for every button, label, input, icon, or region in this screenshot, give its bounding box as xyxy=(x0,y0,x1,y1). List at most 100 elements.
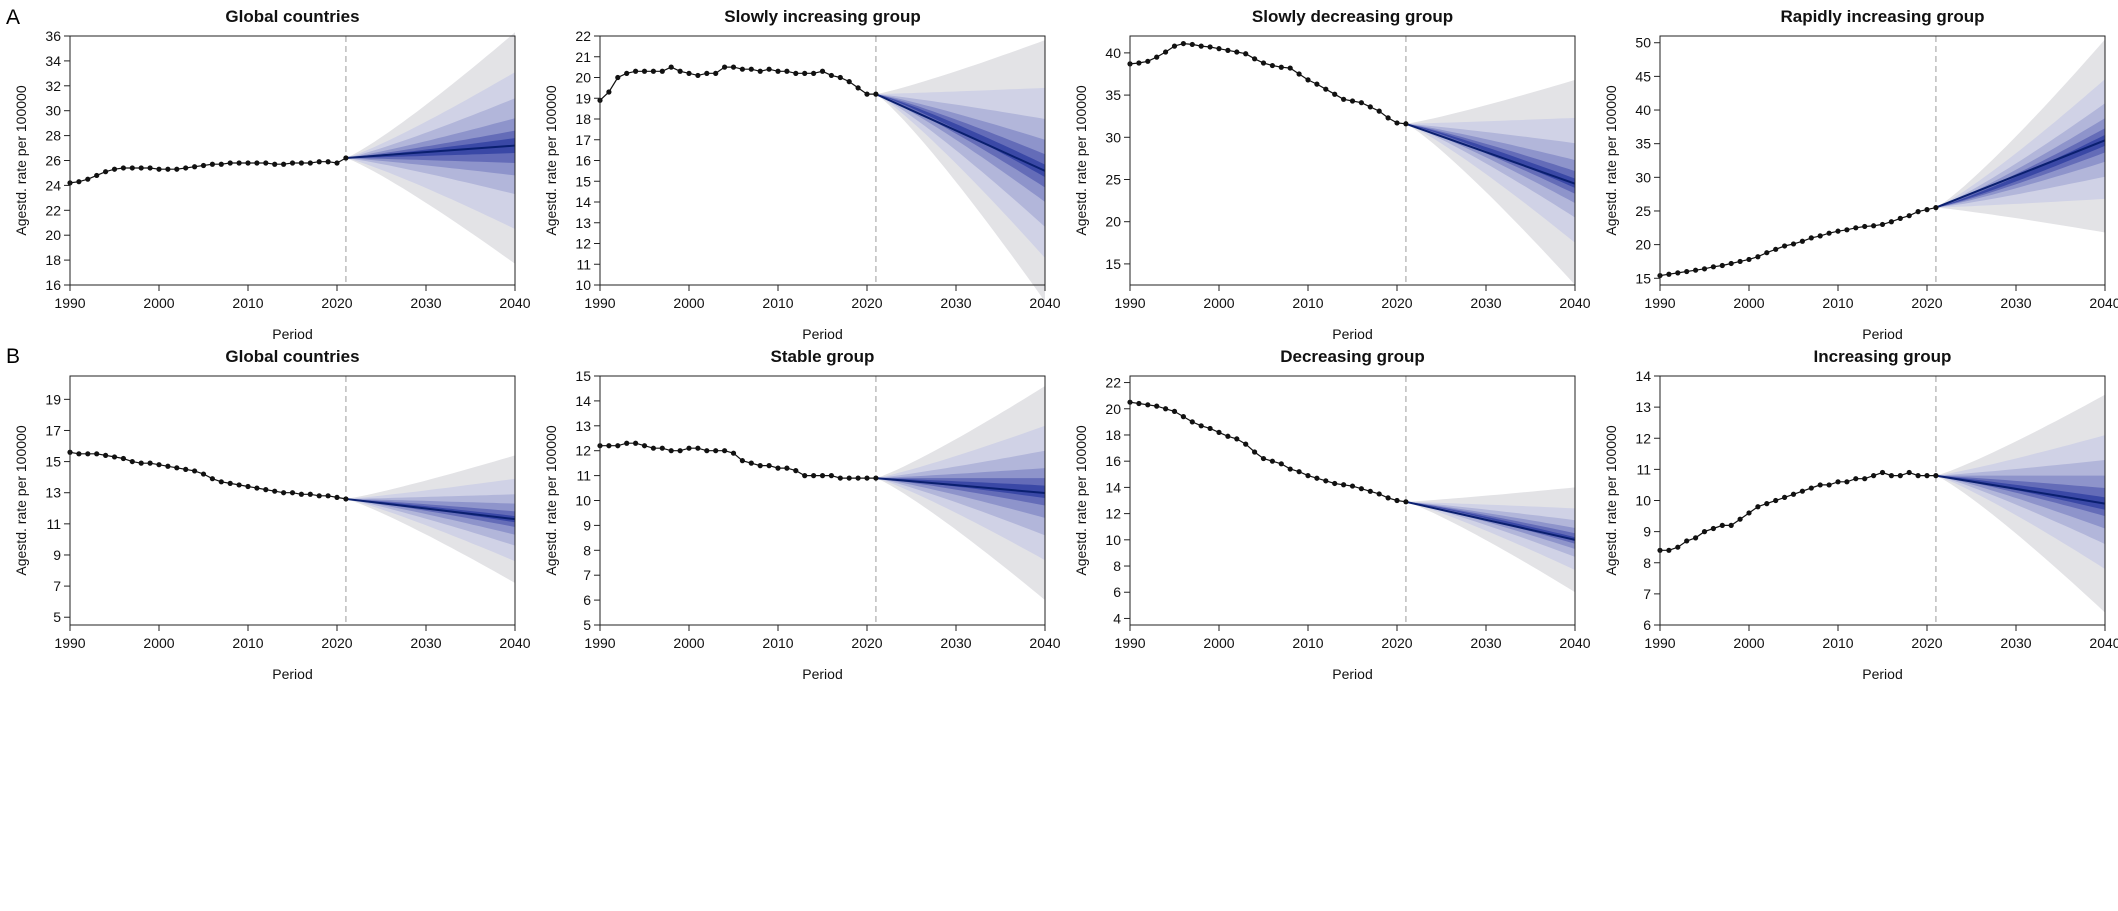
chart-b3-fan-band-4 xyxy=(1405,501,1575,549)
chart-a2-point xyxy=(819,68,826,74)
chart-a4-ytick-label: 40 xyxy=(1635,102,1651,118)
chart-b3-point xyxy=(1367,488,1373,494)
chart-a4-point xyxy=(1853,225,1859,231)
chart-b2-point xyxy=(766,463,772,469)
chart-a3: Slowly decreasing group 15 20 25 30 35 40 1990 2… xyxy=(1073,7,1590,340)
chart-b2-median-line xyxy=(875,477,1046,495)
chart-a1-observed-line xyxy=(69,157,347,184)
chart-b2-title: Stable group xyxy=(771,347,875,366)
chart-a4-point xyxy=(1693,267,1699,273)
chart-b1-xtick-label: 2010 xyxy=(232,635,263,651)
chart-a3-point xyxy=(1394,120,1400,126)
chart-b4-xtick-label: 2030 xyxy=(2000,635,2031,651)
chart-b4-fan-band-5 xyxy=(1935,475,2105,517)
chart-b3-xtick-label: 2020 xyxy=(1381,635,1412,651)
chart-b2-point xyxy=(704,448,710,454)
chart-a3-ytick-label: 20 xyxy=(1105,214,1121,230)
chart-a4: Rapidly increasing group 15 20 25 30 35 40 45 50… xyxy=(1603,7,2118,340)
chart-b1-xlabel: Period xyxy=(272,666,312,680)
chart-b2-ytick-label: 12 xyxy=(575,443,591,459)
chart-a1-point xyxy=(334,160,340,166)
chart-b1-xtick-label: 1990 xyxy=(54,635,85,651)
chart-b2-point xyxy=(802,473,808,479)
chart-a4-point xyxy=(1790,241,1797,247)
chart-a3-point xyxy=(1225,47,1231,53)
chart-b2-point xyxy=(828,473,834,479)
chart-b3-ytick-label: 18 xyxy=(1105,427,1121,443)
chart-b1-point xyxy=(298,491,304,497)
chart-b4-point xyxy=(1817,482,1823,488)
chart-b1-point xyxy=(334,494,340,500)
chart-b3-frame xyxy=(1129,375,1576,626)
chart-a1-point xyxy=(200,162,207,169)
chart-b2-point xyxy=(633,440,639,446)
chart-a2-fan xyxy=(875,40,1045,302)
chart-a1-point xyxy=(76,179,82,185)
chart-b3-point xyxy=(1136,400,1142,407)
chart-a1-xtick-label: 2030 xyxy=(410,295,441,311)
chart-b1-point xyxy=(227,480,233,486)
chart-a1-point xyxy=(307,160,313,166)
chart-a3-point xyxy=(1198,43,1204,49)
chart-a2-point xyxy=(677,68,683,74)
chart-b3-ytick-label: 6 xyxy=(1113,584,1121,600)
chart-b3-point xyxy=(1287,466,1293,472)
chart-b4-point xyxy=(1915,473,1921,479)
chart-b2-ytick-label: 5 xyxy=(583,617,591,633)
chart-a1-ytick-label: 34 xyxy=(45,53,61,69)
chart-b1-observed-line xyxy=(69,451,346,500)
chart-b4-point xyxy=(1737,516,1743,522)
chart-a4-frame xyxy=(1659,35,2106,286)
chart-a4-xtick-label: 1990 xyxy=(1644,295,1675,311)
chart-a1-point xyxy=(138,165,144,171)
chart-a1-point xyxy=(227,160,233,166)
chart-b4-point xyxy=(1675,544,1681,550)
chart-b3-title: Decreasing group xyxy=(1280,347,1425,366)
chart-a4-point xyxy=(1826,230,1832,236)
chart-a2-point xyxy=(739,66,745,72)
chart-a1-xtick-label: 2040 xyxy=(499,295,530,311)
chart-b3-ylabel: Agestd. rate per 100000 xyxy=(1073,425,1089,575)
chart-b4-point xyxy=(1790,491,1797,497)
chart-a4-title: Rapidly increasing group xyxy=(1780,7,1984,26)
chart-b3-point xyxy=(1349,483,1356,489)
chart-a1-point xyxy=(156,166,162,172)
chart-a3-point xyxy=(1145,58,1151,64)
chart-b3-point xyxy=(1296,469,1302,475)
chart-b1-point xyxy=(138,460,144,466)
chart-b4-point xyxy=(1879,469,1886,476)
chart-a3-point xyxy=(1154,54,1160,60)
chart-b4-point xyxy=(1826,482,1832,488)
chart-b3-ytick-label: 12 xyxy=(1105,506,1121,522)
chart-b1-point xyxy=(183,466,189,472)
chart-a1-ytick-label: 20 xyxy=(45,227,61,243)
chart-b2-point xyxy=(748,460,754,466)
chart-a3-point xyxy=(1234,49,1240,55)
chart-a1-xtick-label: 2000 xyxy=(143,295,174,311)
chart-a1-point xyxy=(281,161,287,167)
chart-a3-point xyxy=(1189,41,1195,48)
chart-b4-point xyxy=(1799,488,1805,494)
chart-a2-xtick-label: 2000 xyxy=(673,295,704,311)
chart-a4-ylabel: Agestd. rate per 100000 xyxy=(1603,85,1619,235)
chart-b1-point xyxy=(165,463,171,469)
chart-a2-ytick-label: 11 xyxy=(576,256,591,272)
chart-b2-xtick-label: 2020 xyxy=(851,635,882,651)
chart-a2-ylabel: Agestd. rate per 100000 xyxy=(543,85,559,235)
chart-b4-ytick-label: 6 xyxy=(1643,617,1651,633)
chart-b1-point xyxy=(156,462,162,468)
chart-a2-point xyxy=(713,70,719,76)
chart-b4-point xyxy=(1755,504,1761,510)
chart-b2-xtick-label: 2000 xyxy=(673,635,704,651)
chart-b3-point xyxy=(1216,429,1222,435)
chart-a4-point xyxy=(1808,235,1814,241)
chart-b3-ytick-label: 4 xyxy=(1113,610,1121,626)
chart-a4-point xyxy=(1924,207,1930,213)
chart-b1-fan-band-4 xyxy=(345,498,515,535)
chart-a2-point xyxy=(633,68,639,74)
chart-b2-ytick-label: 9 xyxy=(583,517,591,533)
chart-b4-point xyxy=(1719,522,1725,528)
chart-b2-point xyxy=(624,440,630,446)
chart-b2-point xyxy=(668,448,674,454)
